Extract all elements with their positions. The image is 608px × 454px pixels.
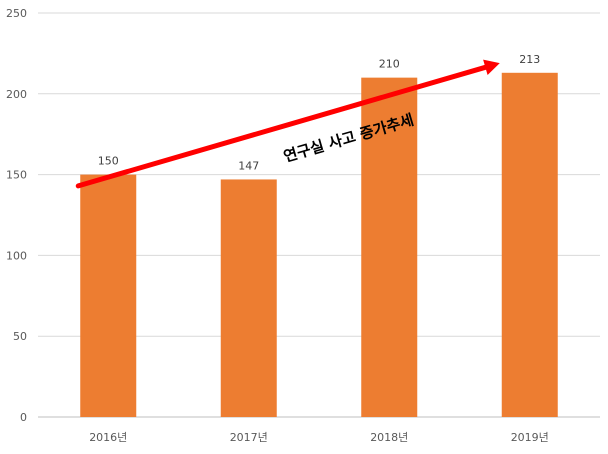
x-tick-label: 2017년 — [230, 431, 268, 444]
x-tick-label: 2019년 — [511, 431, 549, 444]
trend-arrow-line — [75, 64, 488, 189]
x-axis: 2016년 2017년 2018년 2019년 — [89, 431, 549, 444]
y-tick-label: 100 — [6, 249, 27, 262]
y-tick-label: 0 — [20, 411, 27, 424]
bars — [80, 72, 558, 418]
y-tick-label: 50 — [13, 330, 27, 343]
y-tick-label: 150 — [6, 169, 27, 182]
trend-arrow-head — [483, 59, 500, 75]
y-tick-label: 200 — [6, 88, 27, 101]
x-tick-label: 2018년 — [370, 431, 408, 444]
data-label: 213 — [519, 53, 540, 66]
data-label: 147 — [238, 159, 259, 172]
trend-annotation: 연구실 사고 증가추세 — [75, 59, 500, 189]
y-tick-label: 250 — [6, 7, 27, 20]
y-axis: 0 50 100 150 200 250 — [6, 7, 27, 424]
data-label: 210 — [379, 58, 400, 71]
data-labels: 150 147 210 213 — [98, 53, 541, 173]
bar — [361, 77, 418, 417]
bar — [80, 174, 137, 417]
data-label: 150 — [98, 155, 119, 168]
bar — [501, 72, 558, 418]
bar — [220, 179, 277, 417]
x-tick-label: 2016년 — [89, 431, 127, 444]
